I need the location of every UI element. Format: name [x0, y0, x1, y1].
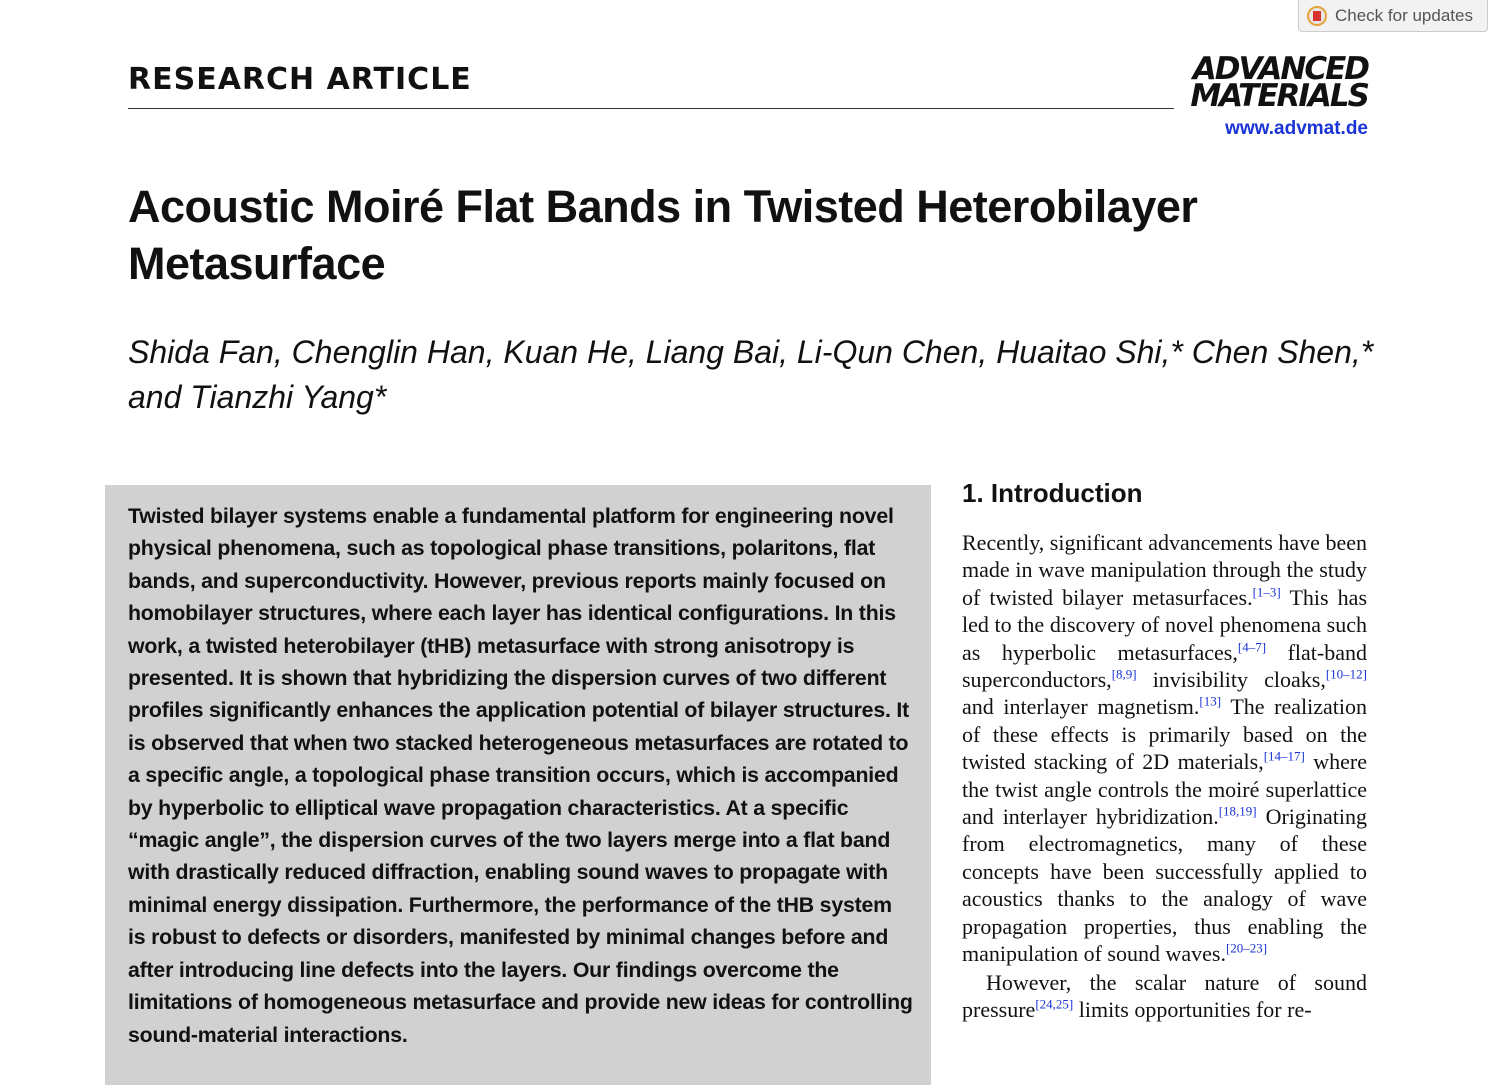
- journal-url[interactable]: www.advmat.de: [1225, 118, 1368, 139]
- check-updates-button[interactable]: Check for updates: [1298, 0, 1488, 32]
- paragraph: However, the scalar nature of sound pres…: [962, 969, 1367, 1024]
- citation[interactable]: [10–12]: [1325, 666, 1367, 682]
- text-run: The realization of these effects is prim…: [962, 694, 1367, 775]
- citation[interactable]: [1–3]: [1252, 584, 1281, 600]
- authors: Shida Fan, Chenglin Han, Kuan He, Liang …: [128, 334, 1374, 415]
- citation[interactable]: [14–17]: [1263, 748, 1305, 764]
- citation[interactable]: [20–23]: [1225, 940, 1268, 956]
- logo-line: ADVANCED: [1192, 51, 1370, 87]
- text-run: This has led to the discovery of novel p…: [962, 584, 1368, 665]
- text-run: limits opportunities for re-: [1073, 996, 1312, 1022]
- section-heading: 1. Introduction: [962, 478, 1143, 508]
- text-run: Recently, significant advancements have …: [962, 530, 1367, 610]
- text-run: where the twist angle controls the moiré…: [962, 749, 1367, 830]
- update-icon: [1307, 5, 1327, 26]
- citation[interactable]: [13]: [1199, 694, 1222, 710]
- citation[interactable]: [24,25]: [1035, 996, 1074, 1012]
- logo-line: MATERIALS: [1190, 78, 1370, 114]
- text-run: Originating from electromagnetics, many …: [962, 804, 1367, 967]
- citation[interactable]: [8,9]: [1111, 666, 1137, 682]
- introduction-body: Recently, significant advancements have …: [962, 529, 1367, 1023]
- button-label: Check for updates: [1335, 5, 1473, 25]
- abstract-box: [105, 485, 931, 1085]
- article-title: Acoustic Moiré Flat Bands in Twisted Het…: [128, 181, 1198, 289]
- paragraph: Recently, significant advancements have …: [962, 529, 1367, 968]
- text-run: flat-band superconductors,: [962, 639, 1367, 693]
- citation[interactable]: [18,19]: [1218, 803, 1257, 819]
- text-run: However, the scalar nature of sound pres…: [962, 969, 1367, 1022]
- header-rule: [128, 108, 1174, 109]
- section-label: RESEARCH ARTICLE: [128, 62, 472, 97]
- abstract: Twisted bilayer systems enable a fundame…: [128, 504, 913, 1047]
- text-run: invisibility cloaks,: [1136, 667, 1326, 693]
- text-run: and interlayer magnetism.: [962, 694, 1200, 720]
- journal-logo: ADVANCED MATERIALS: [1176, 51, 1370, 114]
- citation[interactable]: [4–7]: [1237, 639, 1267, 655]
